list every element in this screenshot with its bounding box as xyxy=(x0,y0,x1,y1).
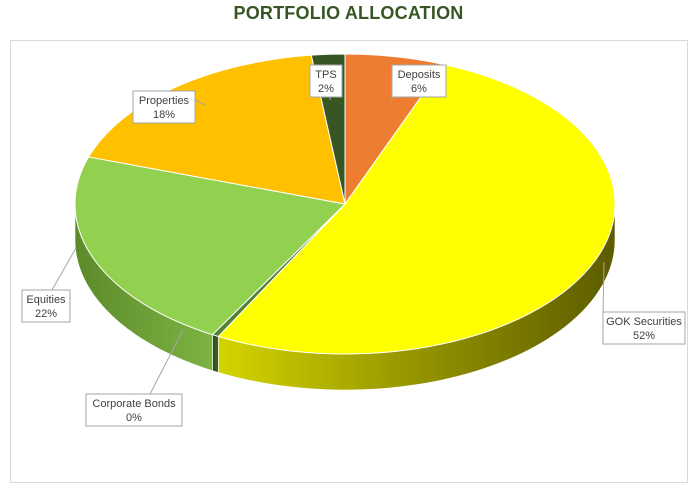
label-pct-properties: 18% xyxy=(153,109,175,121)
label-pct-corporate-bonds: 0% xyxy=(126,412,142,424)
leader-line-properties xyxy=(194,99,206,106)
label-pct-equities: 22% xyxy=(35,308,57,320)
label-box-deposits xyxy=(391,64,447,98)
plot-area-frame xyxy=(10,40,688,483)
label-corporate-bonds: Corporate Bonds 0% xyxy=(85,329,184,427)
leader-line-equities xyxy=(51,247,77,291)
label-pct-tps: 2% xyxy=(318,83,334,95)
label-name-equities: Equities xyxy=(26,294,66,306)
label-name-tps: TPS xyxy=(315,69,336,81)
slice-gok-securities[interactable] xyxy=(217,63,616,355)
leader-line-corporate-bonds xyxy=(149,329,184,395)
label-box-properties xyxy=(132,90,196,124)
label-pct-gok-securities: 52% xyxy=(633,330,655,342)
label-box-tps xyxy=(309,64,343,98)
slice-labels: Deposits 6% GOK Securities 52% Corporate Bon… xyxy=(21,64,686,427)
label-name-gok-securities: GOK Securities xyxy=(606,316,682,328)
label-deposits: Deposits 6% xyxy=(391,64,447,100)
label-name-deposits: Deposits xyxy=(398,69,441,81)
side-wall-corporate-bonds xyxy=(212,334,219,373)
label-tps: TPS 2% xyxy=(309,64,343,100)
pie-slices xyxy=(74,53,616,355)
chart-title: PORTFOLIO ALLOCATION xyxy=(233,3,464,23)
label-box-corporate-bonds xyxy=(85,393,183,427)
label-box-gok-securities xyxy=(602,311,686,345)
label-name-properties: Properties xyxy=(139,95,190,107)
leader-line-gok-securities xyxy=(602,261,605,317)
label-pct-deposits: 6% xyxy=(411,83,427,95)
label-properties: Properties 18% xyxy=(132,90,206,124)
label-box-equities xyxy=(21,289,71,323)
slice-properties[interactable] xyxy=(87,54,346,205)
slice-equities[interactable] xyxy=(74,156,347,336)
label-gok-securities: GOK Securities 52% xyxy=(602,261,686,345)
label-name-corporate-bonds: Corporate Bonds xyxy=(92,398,176,410)
label-equities: Equities 22% xyxy=(21,247,77,323)
